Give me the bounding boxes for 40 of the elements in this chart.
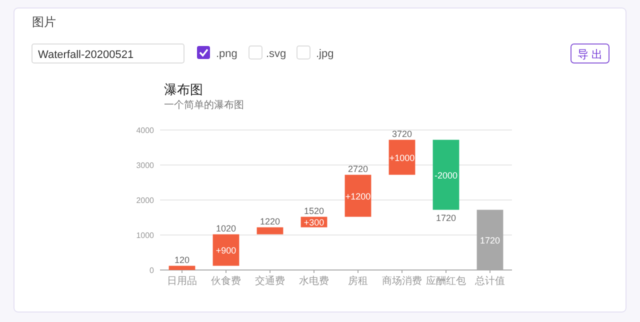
data-label: +900: [216, 246, 236, 256]
data-label: +300: [304, 218, 324, 228]
text: 导 出: [577, 48, 603, 61]
x-tick-label: 水电费: [299, 275, 329, 287]
bar: [344, 174, 372, 217]
x-tick-label: 应酬红包: [426, 275, 466, 287]
text: .svg: [266, 48, 286, 60]
bar: [256, 227, 284, 234]
bar: [168, 266, 196, 270]
x-tick-label: 商场消费: [382, 275, 422, 287]
text: .png: [216, 48, 238, 60]
y-tick-label: 2000: [136, 196, 155, 205]
bar: [388, 140, 416, 175]
data-label: -2000: [434, 170, 458, 180]
y-tick-label: 3000: [136, 161, 155, 170]
x-tick-label: 总计值: [474, 275, 505, 287]
x-tick-label: 交通费: [255, 275, 285, 287]
annotation: 120: [174, 254, 190, 265]
bar: [432, 140, 460, 210]
chart-subtitle: 一个简单的瀑布图: [164, 99, 244, 111]
x-tick-label: 日用品: [167, 276, 197, 287]
data-label: +1000: [389, 152, 415, 163]
y-tick-label: 1000: [136, 231, 155, 240]
x-tick-label: 伙食费: [211, 275, 241, 287]
annotation: 1520: [304, 206, 324, 216]
text: 图片: [32, 15, 56, 29]
annotation: 2720: [348, 164, 368, 174]
annotation: 3720: [392, 128, 412, 139]
data-label: +1200: [345, 191, 371, 202]
annotation: 1220: [260, 216, 280, 226]
chart-title: 瀑布图: [164, 82, 203, 97]
y-tick-label: 0: [150, 266, 155, 275]
bar: [212, 234, 240, 266]
x-tick-label: 房租: [348, 275, 368, 287]
annotation: 1720: [436, 212, 456, 223]
data-label: 1720: [480, 235, 500, 246]
annotation: 1020: [216, 223, 236, 234]
text: .jpg: [316, 48, 334, 60]
y-tick-label: 4000: [136, 126, 155, 135]
text: Waterfall-20200521: [38, 49, 134, 61]
